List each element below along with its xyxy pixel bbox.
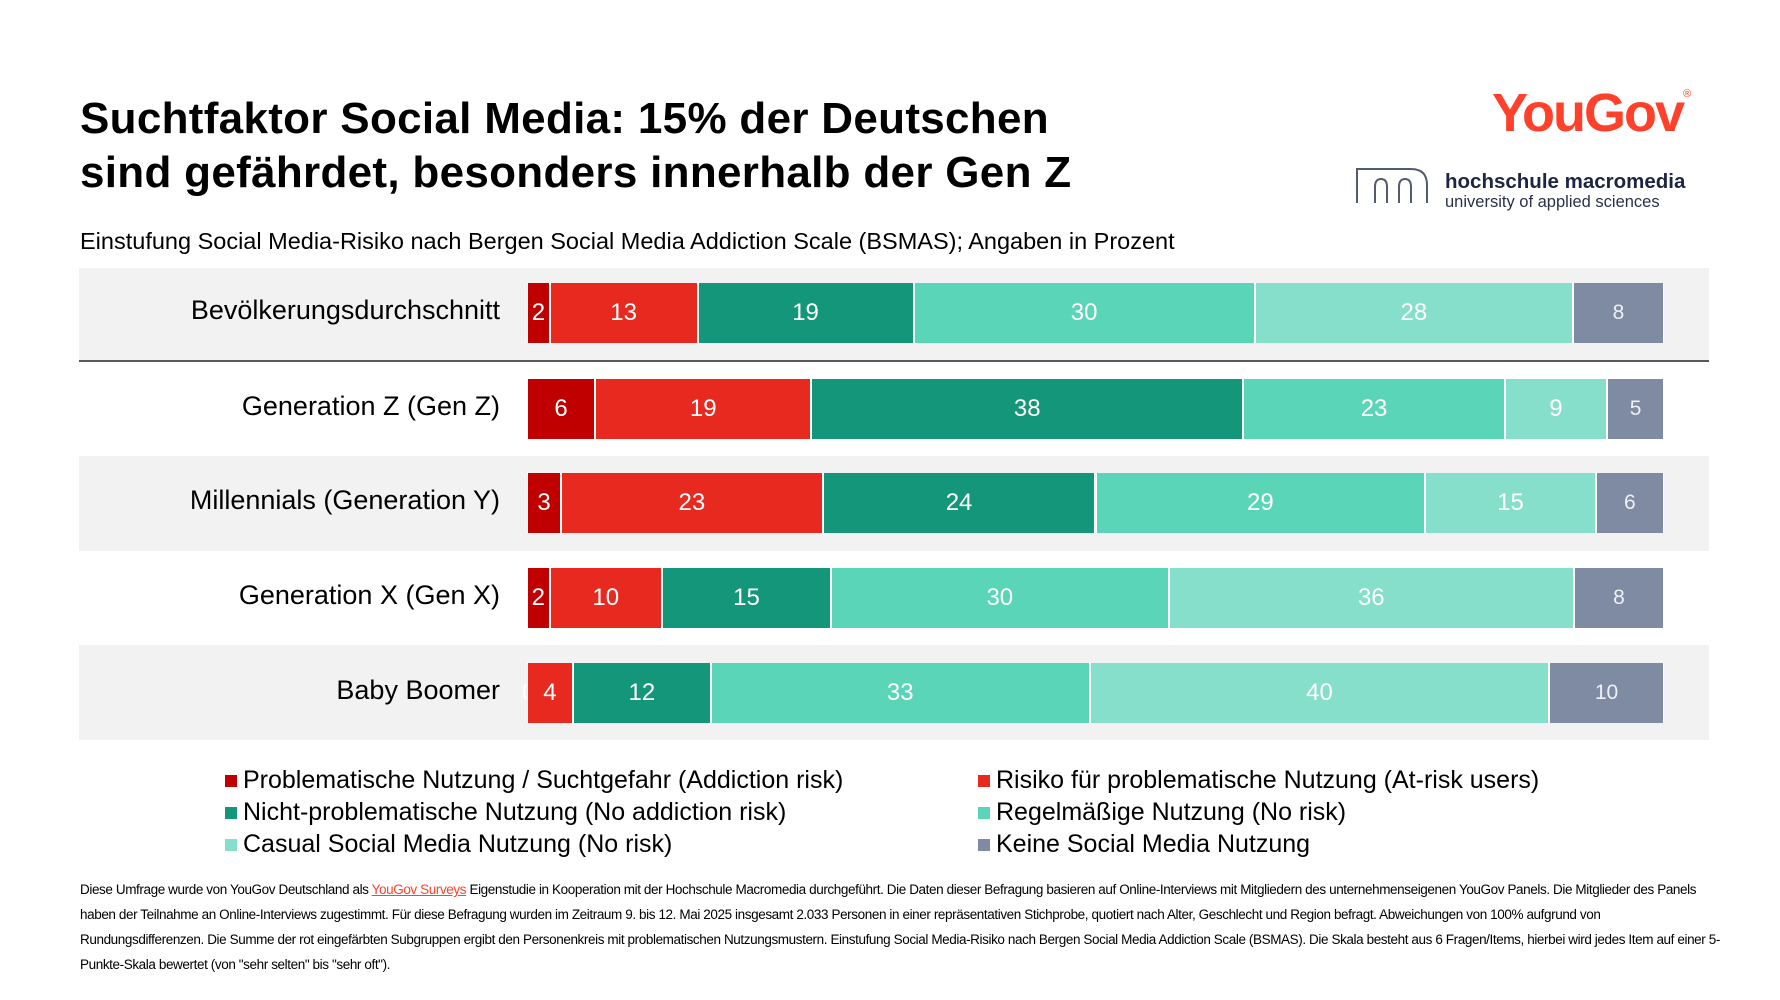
legend-item: Regelmäßige Nutzung (No risk) <box>978 798 1346 827</box>
bar-segment: 30 <box>913 283 1255 343</box>
average-separator <box>79 360 1709 362</box>
page-title: Suchtfaktor Social Media: 15% der Deutsc… <box>80 92 1071 200</box>
data-label: 23 <box>678 489 706 516</box>
bar-segment: 23 <box>561 473 823 533</box>
bar-segment: 38 <box>811 379 1244 439</box>
data-label: 12 <box>628 679 656 706</box>
legend-item: Keine Social Media Nutzung <box>978 830 1310 859</box>
bar-segment: 33 <box>710 663 1090 723</box>
data-label: 28 <box>1400 299 1428 326</box>
legend-label: Casual Social Media Nutzung (No risk) <box>243 830 673 858</box>
data-label: 38 <box>1013 395 1041 422</box>
bar-segment: 19 <box>595 379 812 439</box>
bar-segment: 5 <box>1607 379 1664 439</box>
legend-swatch <box>225 774 237 787</box>
hochschule-macromedia-logo-icon <box>1356 168 1428 203</box>
data-label: 36 <box>1357 584 1385 611</box>
data-label: 5 <box>1629 397 1642 420</box>
data-label: 30 <box>986 584 1014 611</box>
data-label: 33 <box>886 679 914 706</box>
legend-label: Nicht-problematische Nutzung (No addicti… <box>243 798 787 826</box>
bar-segment: 8 <box>1573 283 1664 343</box>
data-label: 30 <box>1070 299 1098 326</box>
legend-item: Risiko für problematische Nutzung (At-ri… <box>978 766 1539 795</box>
bar-segment: 6 <box>1595 473 1664 533</box>
category-label: Bevölkerungsdurchschnitt <box>190 295 500 325</box>
legend-label: Regelmäßige Nutzung (No risk) <box>996 798 1347 826</box>
data-label: 6 <box>554 395 568 422</box>
bar-segment: 10 <box>1549 663 1664 723</box>
category-label: Millennials (Generation Y) <box>189 485 500 515</box>
bar-segment: 28 <box>1254 283 1574 343</box>
data-label: 40 <box>1306 679 1333 706</box>
title-line-1: Suchtfaktor Social Media: 15% der Deutsc… <box>80 94 1049 143</box>
legend-swatch <box>225 838 237 851</box>
bar-segment: 8 <box>1573 568 1664 628</box>
data-label: 8 <box>1612 301 1625 324</box>
yougov-logo-text: YouGov <box>1492 83 1685 143</box>
subtitle: Einstufung Social Media-Risiko nach Berg… <box>80 228 1175 254</box>
bar-segment: 40 <box>1089 663 1550 723</box>
data-label: 15 <box>733 584 760 611</box>
data-label: 10 <box>1594 681 1619 704</box>
bar-segment: 6 <box>527 379 596 439</box>
footer-text-1: Diese Umfrage wurde von YouGov Deutschla… <box>80 882 372 897</box>
yougov-logo: YouGov® <box>1492 82 1691 144</box>
data-label: 10 <box>592 584 620 611</box>
data-label: 2 <box>531 299 546 326</box>
data-label: 19 <box>792 299 819 326</box>
bar-segment: 2 <box>527 283 550 343</box>
bar-segment: 30 <box>830 568 1169 628</box>
legend-item: Problematische Nutzung / Suchtgefahr (Ad… <box>225 766 843 795</box>
data-label: 9 <box>1549 395 1563 422</box>
footer-text-2: Eigenstudie in Kooperation mit der Hochs… <box>80 882 1720 972</box>
bar-segment: 3 <box>527 473 562 533</box>
legend-swatch <box>978 806 990 819</box>
bar-segment: 15 <box>1425 473 1596 533</box>
bar-segment: 12 <box>572 663 711 723</box>
bar-segment: 24 <box>822 473 1096 533</box>
legend-label: Problematische Nutzung / Suchtgefahr (Ad… <box>243 766 844 794</box>
bar-segment: 19 <box>697 283 914 343</box>
data-label: 6 <box>1624 491 1636 514</box>
category-label: Generation Z (Gen Z) <box>241 391 500 421</box>
data-label: 8 <box>1613 586 1625 609</box>
hm-subtitle: university of applied sciences <box>1445 193 1660 211</box>
bar-segment: 2 <box>527 568 550 628</box>
legend-swatch <box>978 774 990 787</box>
legend-swatch <box>978 838 990 851</box>
legend-swatch <box>225 806 237 819</box>
data-label: 3 <box>537 489 551 516</box>
bar-segment: 23 <box>1243 379 1505 439</box>
legend-label: Keine Social Media Nutzung <box>996 830 1311 858</box>
bar-segment: 15 <box>662 568 831 628</box>
bar-segment: 29 <box>1095 473 1426 533</box>
data-label: 23 <box>1360 395 1388 422</box>
category-label: Baby Boomer <box>336 675 500 705</box>
data-label: 24 <box>945 489 973 516</box>
bar-segment: 13 <box>549 283 698 343</box>
bar-segment: 36 <box>1168 568 1574 628</box>
legend-label: Risiko für problematische Nutzung (At-ri… <box>996 766 1540 794</box>
data-label: 15 <box>1497 489 1524 516</box>
hm-name: hochschule macromedia <box>1445 170 1686 193</box>
data-label: 19 <box>689 395 717 422</box>
bar-segment: 9 <box>1504 379 1608 439</box>
bar-segment: 4 <box>527 663 573 723</box>
title-line-2: sind gefährdet, besonders innerhalb der … <box>80 148 1072 197</box>
legend-item: Nicht-problematische Nutzung (No addicti… <box>225 798 786 827</box>
registered-mark: ® <box>1683 88 1691 100</box>
yougov-surveys-link[interactable]: YouGov Surveys <box>371 882 467 897</box>
category-label: Generation X (Gen X) <box>238 580 500 610</box>
bar-segment: 10 <box>549 568 663 628</box>
data-label: 4 <box>543 679 557 706</box>
data-label: 2 <box>531 584 545 611</box>
legend-item: Casual Social Media Nutzung (No risk) <box>225 830 672 859</box>
footer-note: Diese Umfrage wurde von YouGov Deutschla… <box>80 877 1720 977</box>
data-label: 13 <box>610 299 637 326</box>
data-label: 29 <box>1247 489 1274 516</box>
